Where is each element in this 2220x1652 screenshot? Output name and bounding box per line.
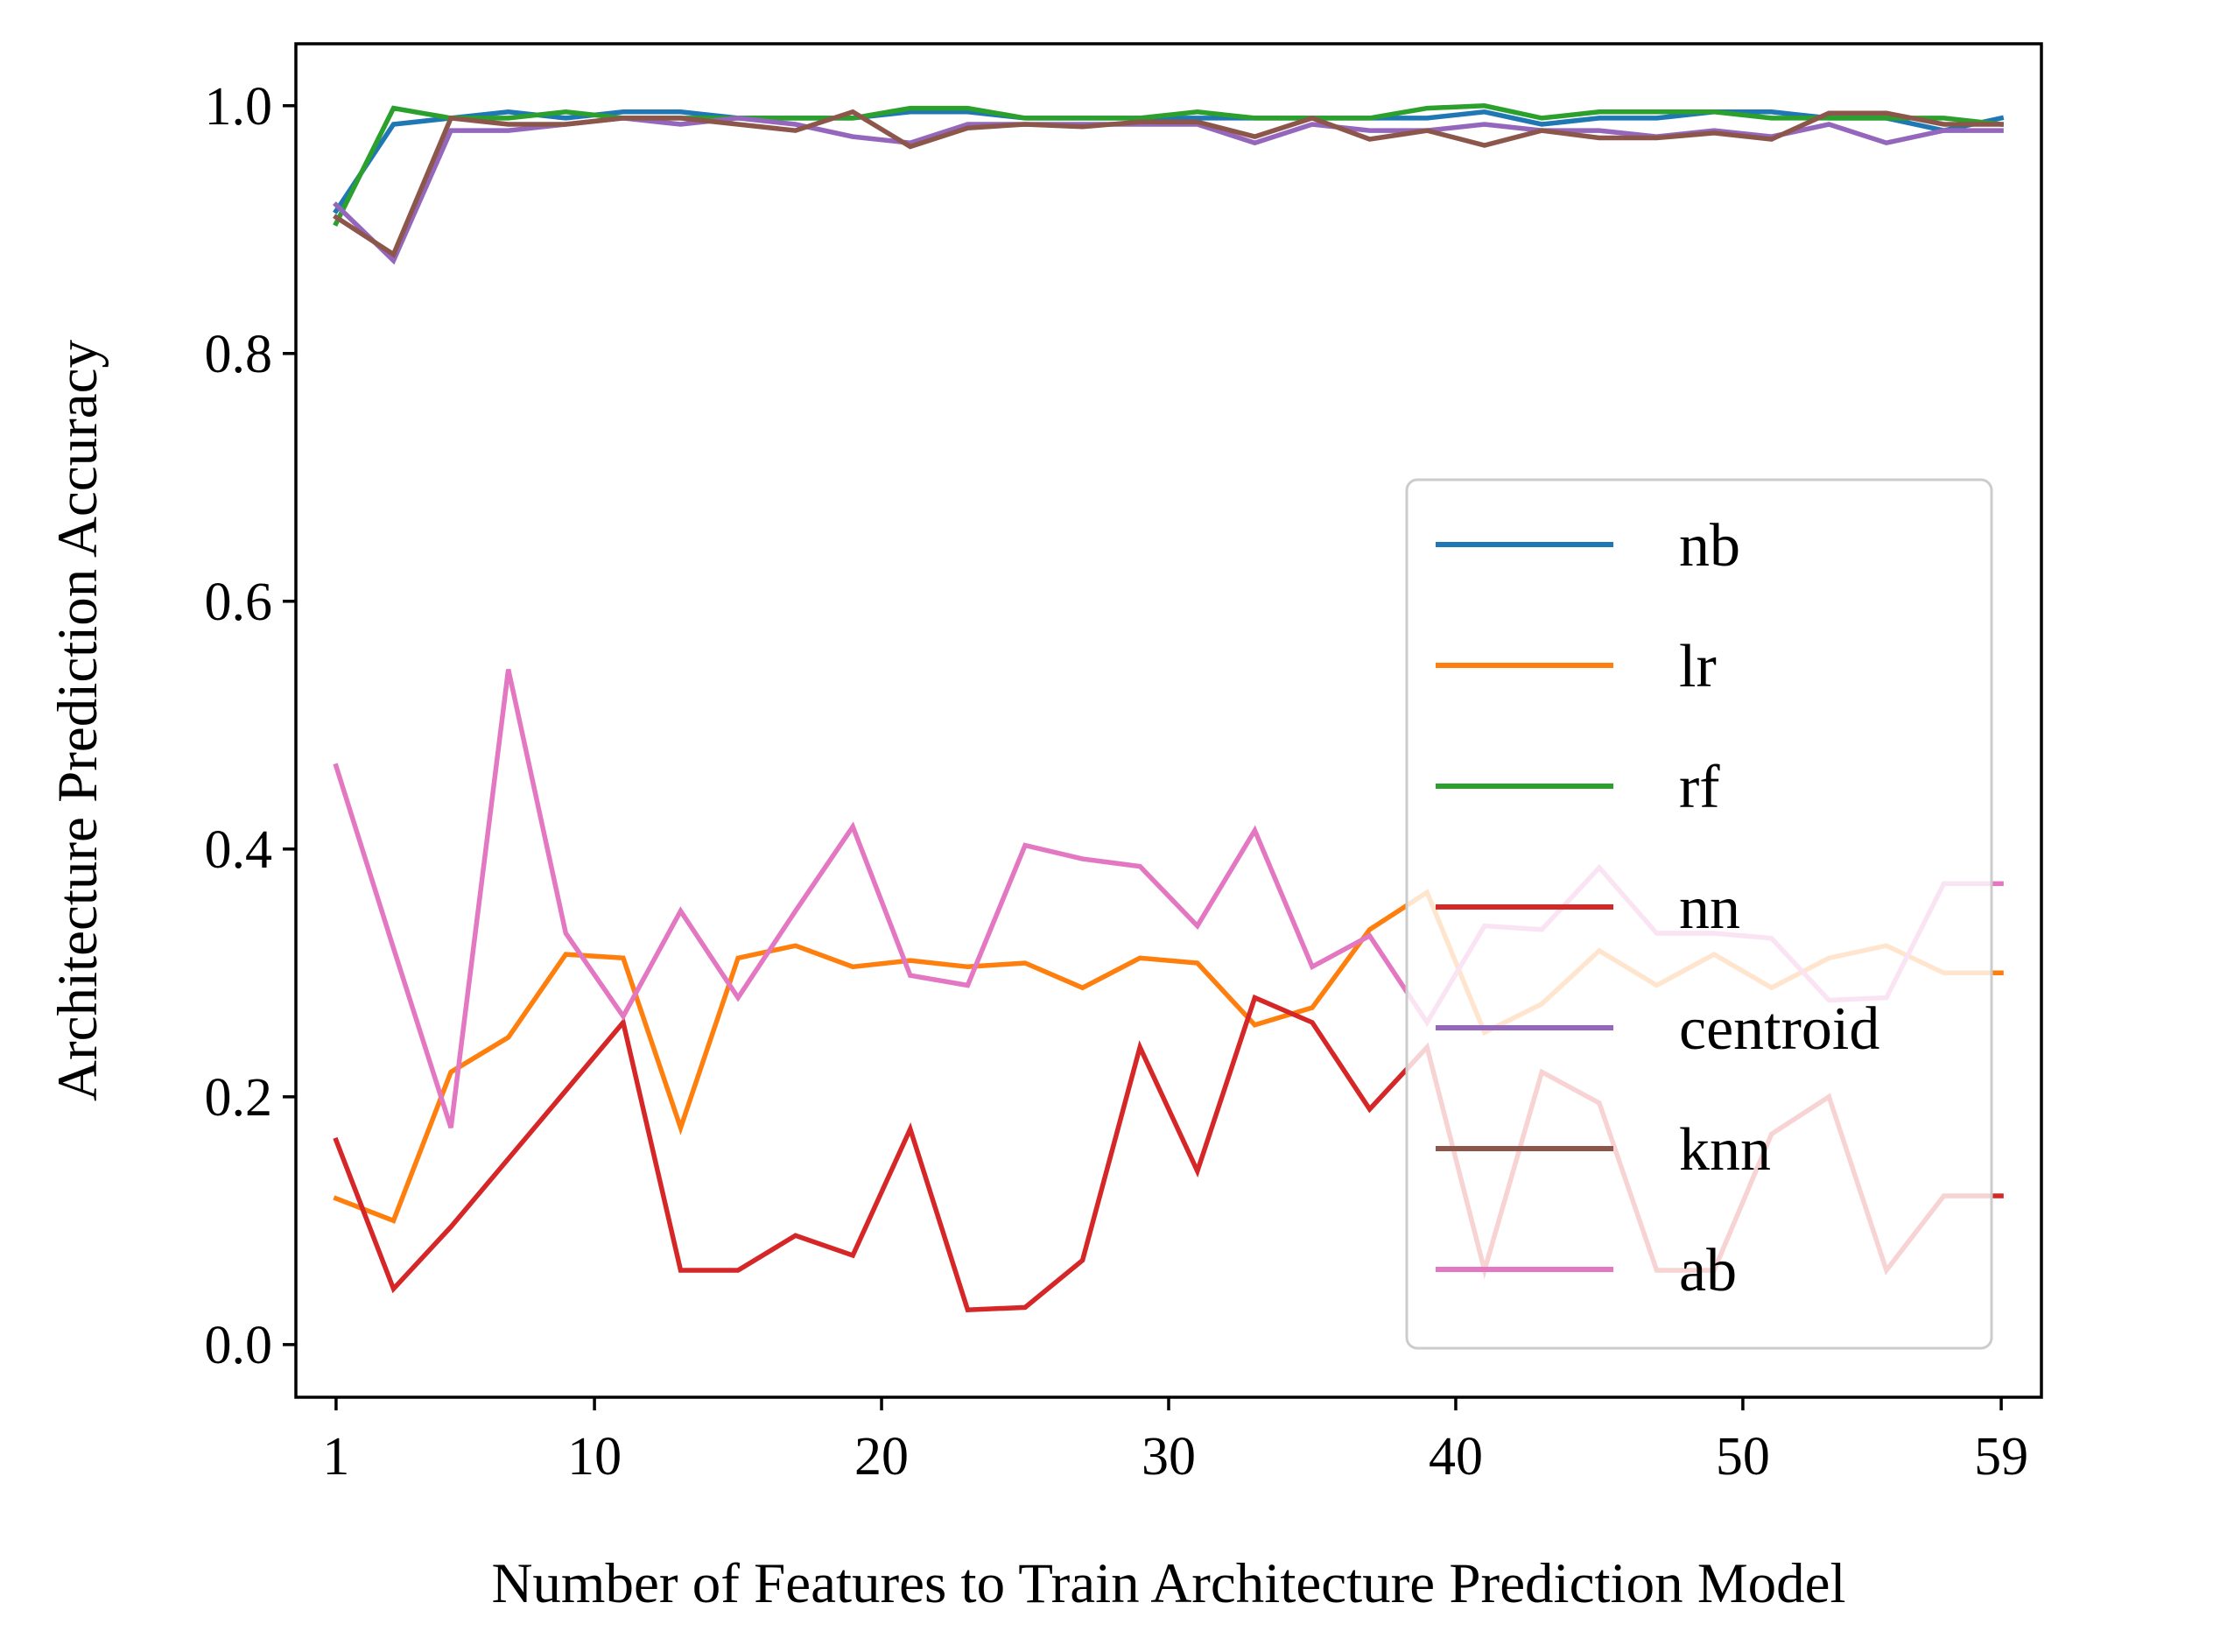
y-tick-label: 1.0 — [205, 77, 273, 137]
x-tick-label: 1 — [322, 1427, 349, 1487]
legend-label-lr: lr — [1679, 633, 1717, 700]
legend-label-nb: nb — [1679, 512, 1740, 580]
legend-label-centroid: centroid — [1679, 995, 1879, 1063]
y-tick-label: 0.6 — [205, 573, 273, 632]
y-tick-label: 0.4 — [205, 820, 273, 880]
series-line-knn — [333, 109, 2004, 258]
series-line-centroid — [333, 116, 2004, 265]
x-tick-label: 30 — [1142, 1427, 1196, 1487]
y-tick-label: 0.0 — [205, 1316, 273, 1375]
x-tick-label: 10 — [567, 1427, 622, 1487]
legend-label-rf: rf — [1679, 754, 1720, 821]
legend-label-knn: knn — [1679, 1116, 1771, 1184]
x-tick-label: 50 — [1716, 1427, 1770, 1487]
x-axis-label: Number of Features to Train Architecture… — [491, 1552, 1845, 1615]
x-tick-label: 59 — [1974, 1427, 2028, 1487]
series-line-nb — [333, 109, 2005, 214]
y-axis-label: Architecture Prediction Accuracy — [46, 340, 109, 1101]
x-axis: 1 10 20 30 40 50 59 — [322, 1397, 2028, 1487]
series-layer — [333, 103, 2005, 1313]
y-tick-label: 0.2 — [205, 1068, 273, 1128]
legend-label-nn: nn — [1679, 875, 1740, 942]
x-tick-label: 20 — [854, 1427, 909, 1487]
legend-box — [1405, 478, 1993, 1350]
x-tick-label: 40 — [1429, 1427, 1483, 1487]
y-axis: 0.0 0.2 0.4 0.6 0.8 1.0 — [205, 77, 296, 1375]
legend-label-ab: ab — [1679, 1237, 1737, 1304]
legend: nb lr rf nn centroid knn ab — [1405, 478, 1993, 1350]
y-tick-label: 0.8 — [205, 325, 273, 384]
